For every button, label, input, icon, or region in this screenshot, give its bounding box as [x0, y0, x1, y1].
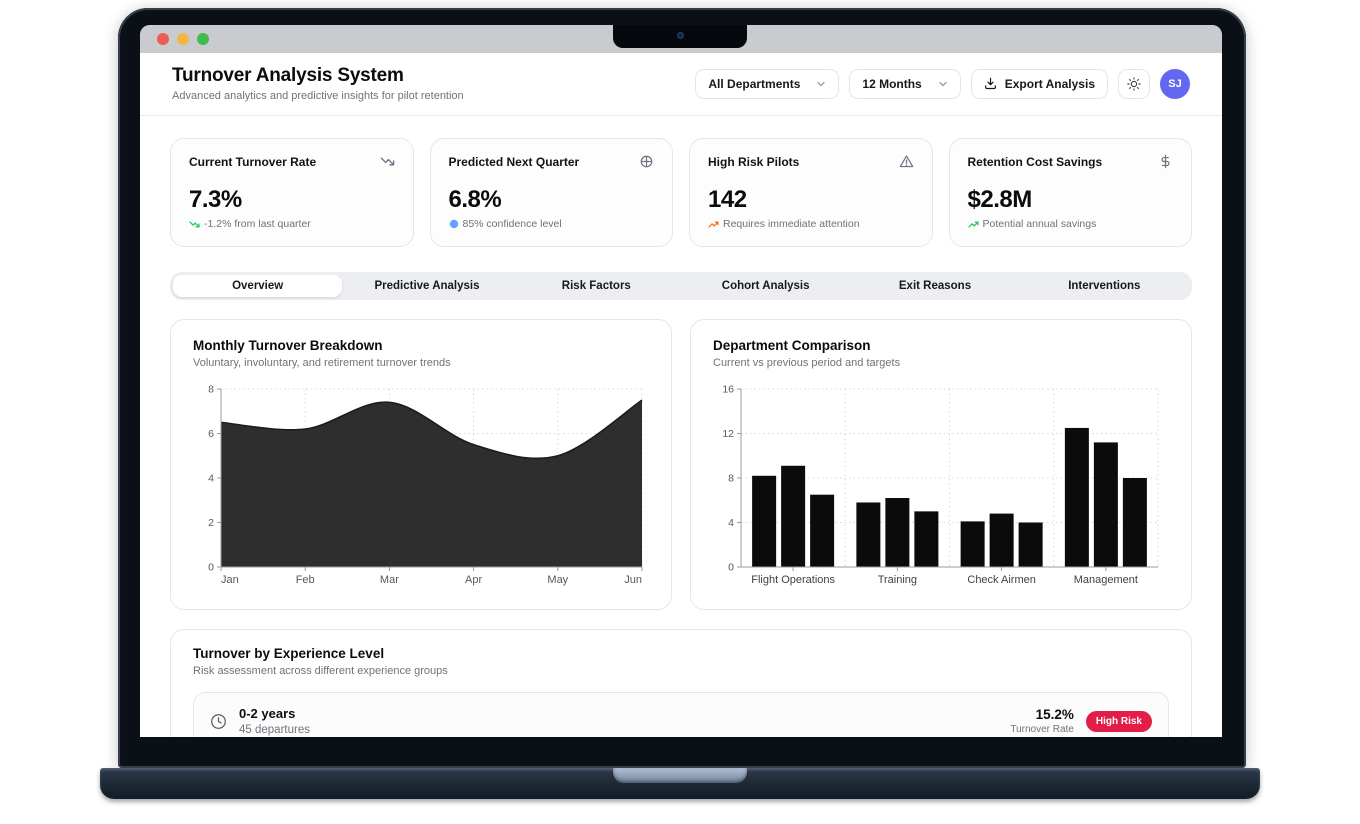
stat-note-text: Requires immediate attention	[723, 218, 860, 230]
stat-note-text: -1.2% from last quarter	[204, 218, 311, 230]
confidence-dot-icon	[449, 219, 459, 229]
svg-text:Apr: Apr	[465, 574, 482, 586]
close-window-button[interactable]	[157, 33, 169, 45]
stat-card-retention-savings: Retention Cost Savings $2.8M Potential a…	[948, 138, 1192, 247]
chevron-down-icon	[938, 79, 948, 89]
monthly-turnover-card: Monthly Turnover Breakdown Voluntary, in…	[170, 319, 672, 610]
stat-title: Current Turnover Rate	[189, 154, 317, 169]
trending-up-icon	[708, 219, 719, 230]
dashboard-main: Current Turnover Rate 7.3% -1.2% from la…	[140, 116, 1222, 737]
stat-value: 7.3%	[189, 186, 242, 213]
svg-text:8: 8	[728, 473, 734, 485]
stat-value: 6.8%	[448, 186, 502, 213]
chart-subtitle: Current vs previous period and targets	[713, 357, 901, 369]
user-avatar[interactable]: SJ	[1160, 68, 1190, 99]
experience-level-card: Turnover by Experience Level Risk assess…	[170, 629, 1192, 737]
experience-departures: 45 departures	[239, 724, 310, 736]
svg-text:Mar: Mar	[380, 574, 399, 586]
alert-triangle-icon	[899, 154, 914, 169]
trending-up-icon	[967, 219, 979, 230]
department-comparison-card: Department Comparison Current vs previou…	[690, 319, 1192, 610]
section-subtitle: Risk assessment across different experie…	[193, 665, 448, 677]
app-header: Turnover Analysis System Advanced analyt…	[140, 53, 1222, 116]
stat-title: Predicted Next Quarter	[448, 154, 580, 169]
svg-text:0: 0	[728, 562, 734, 574]
stat-card-predicted-quarter: Predicted Next Quarter 6.8% 85% confiden…	[429, 138, 673, 247]
theme-toggle-button[interactable]	[1118, 68, 1150, 99]
svg-text:4: 4	[208, 473, 214, 485]
minimize-window-button[interactable]	[177, 33, 189, 45]
experience-rate-label: Turnover Rate	[1010, 724, 1074, 735]
high-risk-badge: High Risk	[1085, 710, 1152, 732]
chart-title: Department Comparison	[713, 338, 871, 353]
laptop-screen: Turnover Analysis System Advanced analyt…	[140, 25, 1222, 737]
stat-card-current-turnover: Current Turnover Rate 7.3% -1.2% from la…	[170, 138, 414, 247]
svg-text:Jun: Jun	[624, 574, 642, 586]
svg-text:8: 8	[208, 384, 214, 396]
export-analysis-label: Export Analysis	[1004, 76, 1095, 91]
clock-icon	[210, 713, 227, 730]
export-analysis-button[interactable]: Export Analysis	[970, 68, 1108, 99]
tab-cohort-analysis[interactable]: Cohort Analysis	[721, 280, 810, 292]
svg-text:12: 12	[722, 428, 734, 440]
stat-value: $2.8M	[967, 186, 1033, 213]
svg-text:16: 16	[722, 384, 734, 396]
period-select-value: 12 Months	[862, 76, 922, 91]
monthly-turnover-area-chart: 0 2 4 6 8 Jan Feb Mar Apr May Jun	[208, 384, 643, 586]
page-title: Turnover Analysis System	[172, 65, 404, 86]
zoom-window-button[interactable]	[197, 33, 209, 45]
trending-down-icon	[380, 154, 395, 169]
experience-row-0-2-years: 0-2 years 45 departures 15.2% Turnover R…	[193, 692, 1169, 737]
svg-text:Feb: Feb	[296, 574, 315, 586]
svg-text:Training: Training	[878, 574, 917, 586]
svg-text:Flight Operations: Flight Operations	[751, 574, 835, 586]
download-icon	[984, 77, 997, 90]
svg-text:May: May	[547, 574, 568, 586]
svg-text:6: 6	[208, 428, 214, 440]
experience-group-label: 0-2 years	[239, 706, 296, 721]
analysis-tabs: Overview Predictive Analysis Risk Factor…	[170, 272, 1192, 300]
camera-notch	[613, 25, 747, 48]
department-select-value: All Departments	[708, 76, 801, 91]
period-select[interactable]: 12 Months	[849, 68, 961, 99]
svg-text:Jan: Jan	[221, 574, 239, 586]
tab-risk-factors[interactable]: Risk Factors	[561, 280, 631, 292]
tab-overview[interactable]: Overview	[173, 275, 343, 297]
stat-cards: Current Turnover Rate 7.3% -1.2% from la…	[170, 138, 1192, 247]
stat-title: Retention Cost Savings	[967, 154, 1103, 169]
svg-text:Check Airmen: Check Airmen	[967, 574, 1035, 586]
tab-exit-reasons[interactable]: Exit Reasons	[898, 280, 972, 292]
charts-row: Monthly Turnover Breakdown Voluntary, in…	[170, 319, 1192, 610]
app-header-titles: Turnover Analysis System Advanced analyt…	[172, 65, 464, 102]
section-title: Turnover by Experience Level	[193, 646, 385, 661]
svg-text:Management: Management	[1074, 574, 1138, 586]
target-icon	[639, 154, 654, 169]
tab-interventions[interactable]: Interventions	[1068, 280, 1141, 292]
experience-rate: 15.2%	[1035, 707, 1074, 722]
svg-text:2: 2	[208, 517, 214, 529]
laptop-base	[100, 768, 1260, 799]
stat-title: High Risk Pilots	[708, 154, 800, 169]
chart-title: Monthly Turnover Breakdown	[193, 338, 383, 353]
tab-predictive-analysis[interactable]: Predictive Analysis	[374, 280, 480, 292]
svg-text:0: 0	[208, 562, 214, 574]
chart-subtitle: Voluntary, involuntary, and retirement t…	[193, 357, 451, 369]
sun-icon	[1127, 76, 1141, 91]
stat-note-text: 85% confidence level	[462, 218, 562, 230]
svg-text:4: 4	[728, 517, 734, 529]
laptop-thumb-scoop	[613, 768, 747, 783]
dollar-icon	[1158, 154, 1173, 169]
chevron-down-icon	[816, 79, 826, 89]
page-subtitle: Advanced analytics and predictive insigh…	[172, 90, 464, 102]
stat-note-text: Potential annual savings	[982, 218, 1097, 230]
stat-value: 142	[708, 186, 747, 213]
department-select[interactable]: All Departments	[695, 68, 840, 99]
department-comparison-bar-chart: Flight Operations Training Check Airmen Man…	[722, 384, 1159, 586]
trending-down-icon	[189, 219, 200, 230]
stat-card-high-risk-pilots: High Risk Pilots 142 Requires immediate …	[689, 138, 933, 247]
header-controls: All Departments 12 Months Export Analys	[695, 68, 1190, 99]
webcam-icon	[676, 32, 684, 39]
